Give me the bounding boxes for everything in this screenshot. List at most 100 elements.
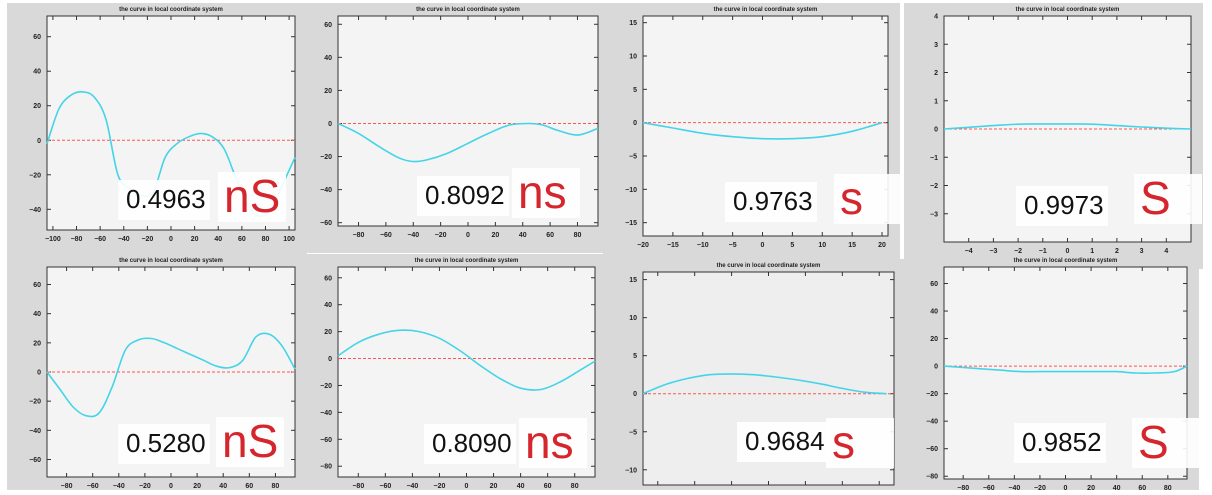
x-tick-label: 20 — [491, 232, 499, 239]
x-tick-label: −60 — [983, 485, 995, 490]
y-tick-label: −40 — [320, 410, 332, 417]
y-tick-label: −10 — [625, 187, 637, 194]
y-tick-label: 0 — [934, 364, 938, 371]
y-tick-label: −60 — [926, 446, 938, 453]
x-tick-label: 60 — [1138, 485, 1146, 490]
y-tick-label: 60 — [324, 22, 332, 29]
x-tick-label: 40 — [519, 232, 527, 239]
x-tick-label: 40 — [219, 483, 227, 490]
x-tick-label: 80 — [571, 483, 579, 490]
chart-panel-6: the curve in local coordinate system 60 40… — [298, 254, 607, 495]
score-value: 0.4963 — [126, 184, 206, 214]
chart-panel-7: the curve in local coordinate system 15 10… — [603, 259, 906, 495]
y-tick-label: 0 — [934, 127, 938, 134]
label-backdrop — [826, 418, 894, 468]
score-value: 0.9973 — [1024, 190, 1104, 220]
y-tick-label: 60 — [930, 281, 938, 288]
x-tick-label: −40 — [406, 483, 418, 490]
x-tick-label: −80 — [61, 483, 73, 490]
x-tick-label: −60 — [87, 483, 99, 490]
y-tick-label: −60 — [320, 437, 332, 444]
chart-title: the curve in local coordinate system — [119, 7, 223, 13]
x-tick-label: −60 — [94, 236, 106, 243]
x-tick-label: −15 — [667, 242, 679, 249]
y-tick-label: −20 — [320, 154, 332, 161]
x-tick-label: −20 — [637, 242, 649, 249]
y-tick-label: 20 — [930, 336, 938, 343]
y-tick-label: 40 — [324, 302, 332, 309]
y-tick-label: −20 — [29, 399, 41, 406]
series-curve — [337, 329, 596, 391]
x-tick-label: 60 — [546, 232, 554, 239]
x-tick-label: 20 — [191, 236, 199, 243]
label-backdrop — [1134, 174, 1202, 224]
x-tick-label: −20 — [139, 483, 151, 490]
x-tick-label: 80 — [272, 483, 280, 490]
score-backdrop — [118, 180, 210, 220]
label-backdrop — [216, 417, 284, 467]
x-tick-label: −80 — [353, 232, 365, 239]
y-tick-label: 0 — [37, 370, 41, 377]
chart-title: the curve in local coordinate system — [416, 7, 520, 13]
x-tick-label: 20 — [1087, 485, 1095, 490]
y-tick-label: −60 — [320, 220, 332, 227]
score-value: 0.9852 — [1022, 427, 1102, 457]
x-tick-label: −10 — [697, 242, 709, 249]
x-tick-label: 0 — [169, 483, 173, 490]
x-tick-label: 60 — [245, 483, 253, 490]
y-tick-label: 60 — [33, 282, 41, 289]
y-tick-label: 2 — [934, 70, 938, 77]
y-tick-label: 60 — [324, 275, 332, 282]
x-tick-label: 20 — [193, 483, 201, 490]
x-tick-label: 60 — [544, 483, 552, 490]
y-tick-label: 3 — [934, 42, 938, 49]
x-tick-label: 0 — [466, 232, 470, 239]
y-tick-label: −80 — [926, 474, 938, 481]
y-tick-label: 0 — [37, 138, 41, 145]
y-tick-label: 5 — [633, 87, 637, 94]
x-tick-label: 20 — [878, 242, 886, 249]
series-curve — [943, 365, 1188, 374]
y-tick-label: 15 — [629, 20, 637, 27]
chart-title: the curve in local coordinate system — [717, 263, 821, 269]
chart-panel-2: the curve in local coordinate system 60 40… — [298, 3, 610, 253]
x-tick-label: −1 — [1039, 248, 1047, 255]
x-tick-label: −4 — [965, 248, 973, 255]
y-tick-label: 0 — [328, 356, 332, 363]
class-label: s — [832, 416, 855, 468]
x-tick-label: 80 — [262, 236, 270, 243]
x-tick-label: −40 — [118, 236, 130, 243]
score-backdrop — [424, 424, 516, 464]
class-label: ns — [525, 416, 574, 468]
y-tick-label: −3 — [930, 211, 938, 218]
x-tick-label: −60 — [379, 483, 391, 490]
chart-title: the curve in local coordinate system — [1016, 7, 1120, 13]
x-tick-label: −2 — [1014, 248, 1022, 255]
class-label: S — [1140, 172, 1171, 224]
series-curve — [943, 123, 1192, 130]
chart-panel-8: the curve in local coordinate system 60 40… — [904, 254, 1200, 495]
x-tick-label: 1 — [1090, 248, 1094, 255]
x-tick-label: 0 — [465, 483, 469, 490]
y-tick-label: 40 — [33, 311, 41, 318]
x-tick-label: 3 — [1140, 248, 1144, 255]
y-tick-label: 20 — [324, 88, 332, 95]
y-tick-label: 60 — [33, 34, 41, 41]
chart-panel-4: the curve in local coordinate system 4 3 2 1… — [904, 3, 1203, 269]
label-backdrop — [1132, 418, 1200, 468]
x-tick-label: 40 — [517, 483, 525, 490]
y-tick-label: 20 — [324, 329, 332, 336]
x-tick-label: −80 — [352, 483, 364, 490]
x-tick-label: 0 — [1064, 485, 1068, 490]
y-tick-label: −20 — [29, 172, 41, 179]
y-tick-label: 0 — [633, 391, 637, 398]
y-tick-label: 20 — [33, 103, 41, 110]
y-tick-label: −5 — [629, 154, 637, 161]
y-tick-label: 1 — [934, 98, 938, 105]
y-tick-label: −40 — [29, 207, 41, 214]
y-tick-label: 0 — [328, 121, 332, 128]
y-tick-label: 20 — [33, 340, 41, 347]
score-value: 0.8092 — [425, 180, 505, 210]
score-value: 0.5280 — [126, 428, 206, 458]
